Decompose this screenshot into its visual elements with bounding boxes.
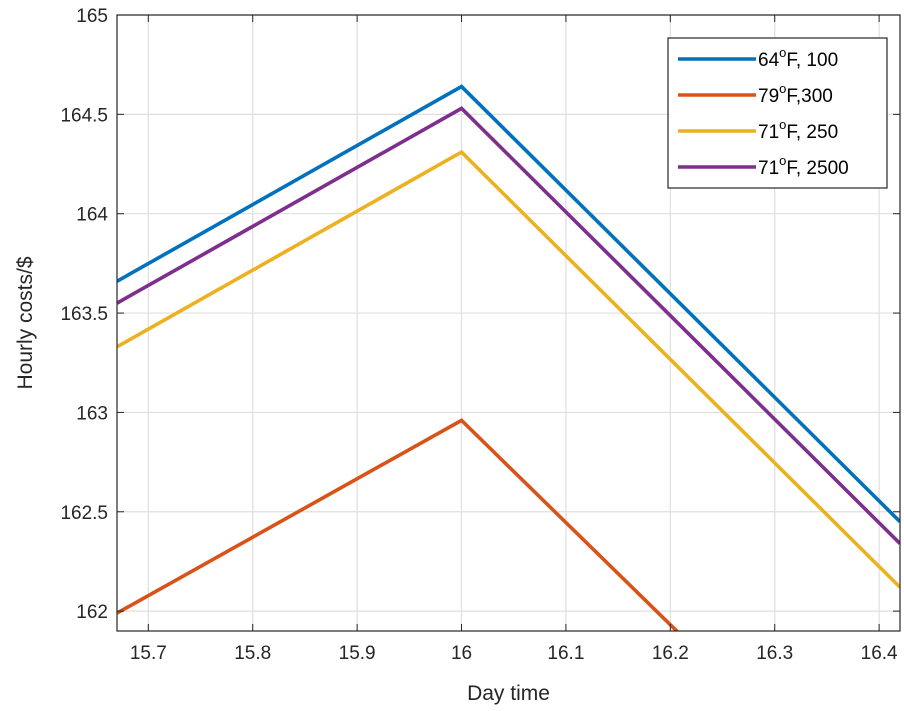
legend-label-degree: o [779, 81, 786, 96]
series-lines [117, 84, 900, 631]
y-tick-label: 164 [76, 205, 108, 226]
plot-frame [116, 14, 901, 632]
legend-box [667, 37, 888, 189]
x-tick-label: 16.3 [756, 643, 793, 664]
series-line [117, 84, 900, 523]
y-tick-label: 162 [76, 602, 108, 623]
legend-label-unit: F,300 [786, 86, 832, 107]
y-tick-label: 163.5 [60, 304, 108, 325]
legend-label: 71oF, 2500 [758, 153, 849, 179]
legend-label-unit: F, 250 [786, 122, 838, 143]
legend-label: 71oF, 250 [758, 117, 838, 143]
legend-label-degree: o [779, 153, 786, 168]
legend-label-value: 71 [758, 158, 779, 179]
legend-label-degree: o [779, 45, 786, 60]
x-tick-label: 15.7 [130, 643, 167, 664]
x-tick-label: 16 [451, 643, 472, 664]
x-tick-label: 15.9 [339, 643, 376, 664]
legend-label-value: 79 [758, 86, 779, 107]
y-tick-label: 164.5 [60, 105, 108, 126]
legend-label-unit: F, 100 [786, 50, 838, 71]
series-line [117, 418, 680, 631]
legend-label-unit: F, 2500 [786, 158, 848, 179]
y-tick-label: 162.5 [60, 503, 108, 524]
y-tick-label: 165 [76, 6, 108, 27]
x-tick-label: 15.8 [234, 643, 271, 664]
x-tick-label: 16.4 [861, 643, 898, 664]
series-line [117, 149, 900, 589]
y-tick-label: 163 [76, 403, 108, 424]
legend-label-degree: o [779, 117, 786, 132]
legend-label: 64oF, 100 [758, 45, 838, 71]
y-axis-title: Hourly costs/$ [14, 256, 37, 389]
axes-frame [116, 14, 901, 632]
legend-label: 79oF,300 [758, 81, 833, 107]
x-tick-label: 16.2 [652, 643, 689, 664]
tick-labels: 15.7 15.8 15.9 16 16.1 16.2 16.3 16.4 162 162.5 16… [60, 6, 898, 664]
x-axis-title: Day time [467, 682, 550, 705]
series-line [117, 106, 900, 545]
legend-label-value: 64 [758, 50, 780, 71]
x-tick-label: 16.1 [547, 643, 584, 664]
legend-label-value: 71 [758, 122, 779, 143]
